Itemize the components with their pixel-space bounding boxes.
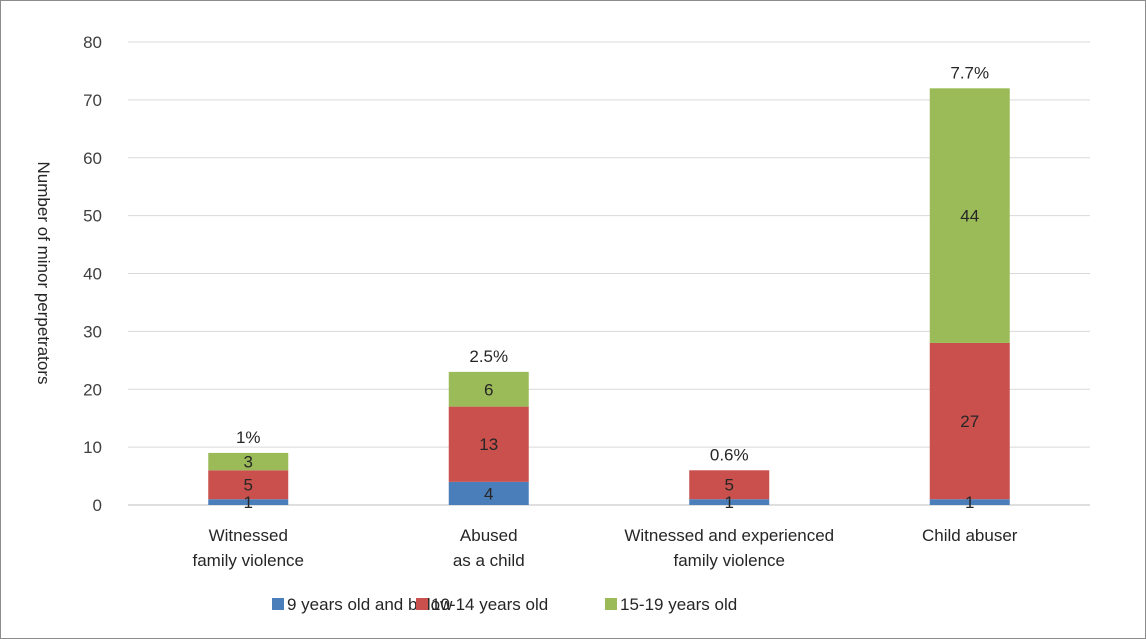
- bar-segment: [208, 499, 289, 505]
- legend-label: 15-19 years old: [620, 595, 737, 614]
- total-percent-label: 7.7%: [950, 63, 989, 82]
- bar-segment: [448, 481, 529, 505]
- bars: [208, 88, 1010, 505]
- y-tick-label: 80: [83, 33, 102, 52]
- y-tick-label: 30: [83, 322, 102, 341]
- data-label: 3: [244, 453, 253, 472]
- data-label: 27: [960, 412, 979, 431]
- y-tick-label: 20: [83, 380, 102, 399]
- x-category-label: Witnessed: [209, 526, 288, 545]
- y-tick-label: 60: [83, 149, 102, 168]
- data-label: 44: [960, 207, 979, 226]
- bar-segment: [929, 88, 1010, 343]
- data-label: 6: [484, 380, 493, 399]
- data-label: 4: [484, 484, 493, 503]
- bar-segment: [929, 499, 1010, 505]
- bar-segment: [689, 470, 770, 500]
- x-axis-categories: Witnessed family violence Abused as a child…: [193, 526, 1018, 570]
- y-tick-label: 70: [83, 91, 102, 110]
- legend-label: 10-14 years old: [431, 595, 548, 614]
- total-percent-label: 0.6%: [710, 445, 749, 464]
- legend-swatch: [272, 598, 284, 610]
- x-category-label: Abused: [460, 526, 518, 545]
- bar-segment: [448, 406, 529, 482]
- y-axis-title: Number of minor perpetrators: [34, 162, 53, 385]
- bar-segment: [448, 371, 529, 407]
- data-label: 1: [725, 493, 734, 512]
- total-labels: 1% 2.5% 0.6% 7.7%: [236, 63, 989, 464]
- y-tick-label: 10: [83, 438, 102, 457]
- gridlines: [128, 41, 1090, 506]
- total-percent-label: 1%: [236, 428, 261, 447]
- bar-segment: [208, 452, 289, 471]
- legend-label: 9 years old and below: [287, 595, 453, 614]
- y-tick-label: 0: [93, 496, 102, 515]
- data-label: 1: [965, 493, 974, 512]
- x-category-label: Child abuser: [922, 526, 1018, 545]
- data-label: 13: [479, 435, 498, 454]
- x-category-label: family violence: [674, 551, 786, 570]
- x-category-label: family violence: [193, 551, 305, 570]
- data-label: 1: [244, 493, 253, 512]
- bar-segment: [929, 342, 1010, 500]
- x-category-label: as a child: [453, 551, 525, 570]
- y-tick-label: 40: [83, 265, 102, 284]
- legend-swatch: [416, 598, 428, 610]
- total-percent-label: 2.5%: [469, 347, 508, 366]
- bar-segment: [208, 470, 289, 500]
- y-axis-ticks: 0 10 20 30 40 50 60 70 80: [83, 33, 102, 515]
- x-category-label: Witnessed and experienced: [624, 526, 834, 545]
- y-tick-label: 50: [83, 207, 102, 226]
- bar-segment: [689, 499, 770, 505]
- data-label: 5: [244, 476, 253, 495]
- legend-swatch: [605, 598, 617, 610]
- data-label: 5: [725, 476, 734, 495]
